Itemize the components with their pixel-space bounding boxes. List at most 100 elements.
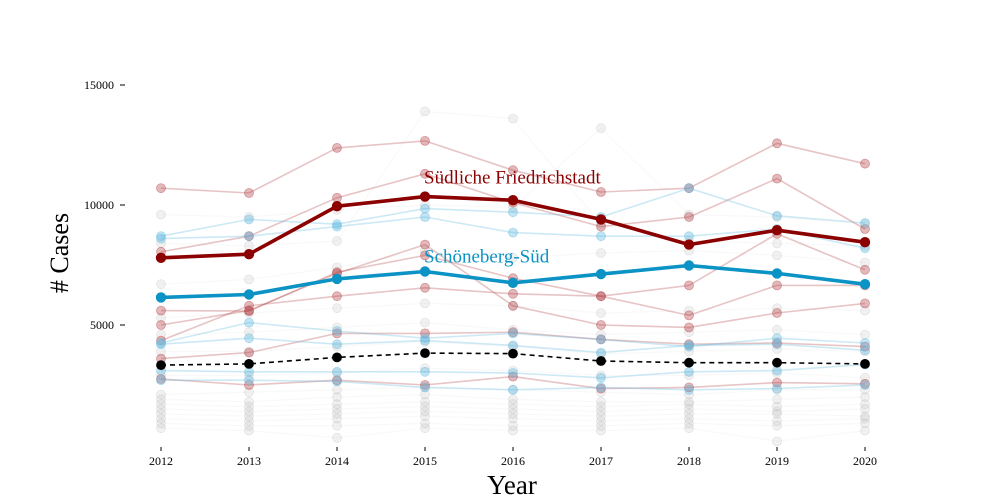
x-axis: 2012 2013 2014 2015 2016 2017 2018 2019 2020 <box>149 447 877 468</box>
series-annotation: Schöneberg-Süd <box>424 247 550 268</box>
x-tick-label: 2014 <box>325 454 349 468</box>
context-series-line <box>160 363 866 379</box>
data-point <box>420 135 430 146</box>
data-point <box>860 372 870 383</box>
data-point <box>332 339 342 350</box>
data-point <box>772 212 782 222</box>
data-point <box>508 365 518 376</box>
data-point <box>244 380 254 390</box>
data-point <box>596 308 606 318</box>
data-point <box>332 328 342 339</box>
data-point <box>860 404 870 414</box>
data-point <box>156 320 166 330</box>
data-point <box>596 383 606 394</box>
data-point <box>508 328 518 339</box>
data-point <box>684 357 694 368</box>
data-point <box>684 396 694 407</box>
data-point <box>596 387 606 398</box>
data-point <box>596 347 606 358</box>
data-point <box>508 425 518 436</box>
data-point <box>244 358 254 369</box>
data-point <box>860 425 870 436</box>
context-series-line <box>160 140 866 194</box>
data-point <box>772 383 782 394</box>
data-point <box>244 396 254 407</box>
data-point <box>508 348 518 359</box>
data-point <box>332 142 342 153</box>
data-point <box>244 425 254 436</box>
data-point <box>420 411 430 422</box>
data-point <box>860 399 870 410</box>
context-series-9 <box>156 371 870 394</box>
data-point <box>596 334 606 345</box>
data-point <box>772 338 782 348</box>
data-point <box>772 406 782 417</box>
data-point <box>772 408 782 419</box>
data-point <box>332 192 342 203</box>
data-point <box>596 248 606 258</box>
data-point <box>332 366 342 377</box>
data-point <box>508 113 518 124</box>
background-series-25 <box>156 423 870 447</box>
data-point <box>244 231 254 242</box>
context-series-line <box>160 321 866 348</box>
data-point <box>508 288 518 299</box>
data-point <box>244 317 254 328</box>
data-point <box>332 432 342 443</box>
data-point <box>684 389 694 400</box>
data-point <box>332 221 342 232</box>
data-point <box>420 336 430 347</box>
data-point <box>420 382 430 393</box>
data-point <box>860 380 870 390</box>
data-point <box>508 227 518 238</box>
data-point <box>244 212 254 222</box>
data-point <box>596 406 606 417</box>
data-point <box>244 305 254 316</box>
data-point <box>508 165 518 176</box>
data-point <box>156 339 166 350</box>
background-series-23 <box>156 411 870 426</box>
y-tick-label: 15000 <box>84 78 114 92</box>
background-series-line <box>160 394 866 403</box>
data-point <box>596 411 606 422</box>
data-point <box>684 310 694 321</box>
data-point <box>860 219 870 230</box>
data-point <box>595 268 607 280</box>
data-point <box>684 399 694 410</box>
data-point <box>860 338 870 348</box>
background-series-20 <box>156 396 870 412</box>
data-point <box>684 346 694 357</box>
background-series-line <box>160 401 866 408</box>
data-point <box>771 224 783 236</box>
data-point <box>156 209 166 220</box>
context-series-line <box>160 284 865 342</box>
data-point <box>244 327 254 338</box>
x-tick-label: 2019 <box>765 454 789 468</box>
data-point <box>508 413 518 424</box>
data-point <box>772 357 782 368</box>
data-point <box>508 324 518 335</box>
data-point <box>507 194 519 206</box>
data-point <box>508 399 518 410</box>
data-point <box>331 200 343 212</box>
background-series-28 <box>156 317 870 340</box>
data-point <box>156 329 166 340</box>
data-point <box>244 306 254 317</box>
background-series-19 <box>156 389 870 407</box>
data-point <box>244 401 254 412</box>
data-point <box>860 358 870 369</box>
data-point <box>419 191 431 202</box>
data-point <box>860 305 870 316</box>
data-point <box>772 344 782 354</box>
data-point <box>772 138 782 149</box>
data-point <box>156 233 166 244</box>
data-point <box>596 329 606 340</box>
data-point <box>332 219 342 230</box>
data-point <box>244 387 254 398</box>
data-point <box>683 260 695 271</box>
x-tick-label: 2018 <box>677 454 701 468</box>
data-point <box>860 158 870 169</box>
data-point <box>596 401 606 412</box>
data-point <box>596 356 606 366</box>
